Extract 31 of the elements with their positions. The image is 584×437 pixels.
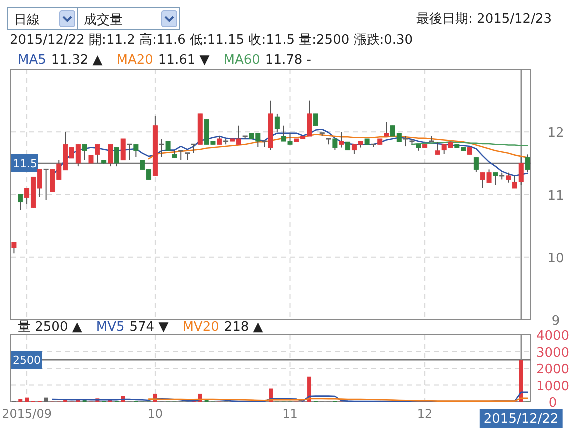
text: 11.61 ▼ <box>158 53 210 68</box>
y-tick-label: 11 <box>548 188 564 204</box>
x-tick-label: 11 <box>282 407 298 421</box>
text: 成交量 <box>84 12 123 28</box>
text: MV20 <box>182 320 220 335</box>
y-tick-label: 0 <box>548 396 558 411</box>
text: MA5 <box>18 53 46 68</box>
x-tick-label: 2015/09 <box>2 407 52 421</box>
ref-line-label: 11.5 <box>13 157 38 170</box>
y-tick-label: 9 <box>552 314 560 329</box>
text: 2015/12/22 開:11.2 高:11.6 低:11.15 收:11.5 量:2500 漲跌:0.30 <box>10 32 414 48</box>
text: 11.78 - <box>265 53 312 68</box>
annotation: 574 ▼ <box>130 320 169 335</box>
y-tick-label: 1000 <box>536 379 570 394</box>
annotation: 量 2500 ▲ <box>18 320 82 335</box>
y-tick-label: 4000 <box>536 329 570 344</box>
text: 11.32 ▲ <box>51 53 103 68</box>
annotation: 218 ▲ <box>224 320 264 335</box>
y-tick-label: 2000 <box>536 362 570 378</box>
x-tick-label: 10 <box>148 407 164 421</box>
text: MA60 <box>224 53 260 68</box>
x-tick-label: 12 <box>417 407 433 421</box>
text: MV5 <box>96 320 125 335</box>
x-tick-label: 2015/12/22 <box>484 412 559 427</box>
y-tick-label: 3000 <box>536 346 570 361</box>
y-tick-label: 10 <box>548 251 564 266</box>
text: MA20 <box>116 53 154 68</box>
text: 日線 <box>14 13 40 28</box>
ref-line-label: 2500 <box>13 354 41 368</box>
text: 最後日期: 2015/12/23 <box>416 12 552 27</box>
y-tick-label: 12 <box>548 126 564 142</box>
